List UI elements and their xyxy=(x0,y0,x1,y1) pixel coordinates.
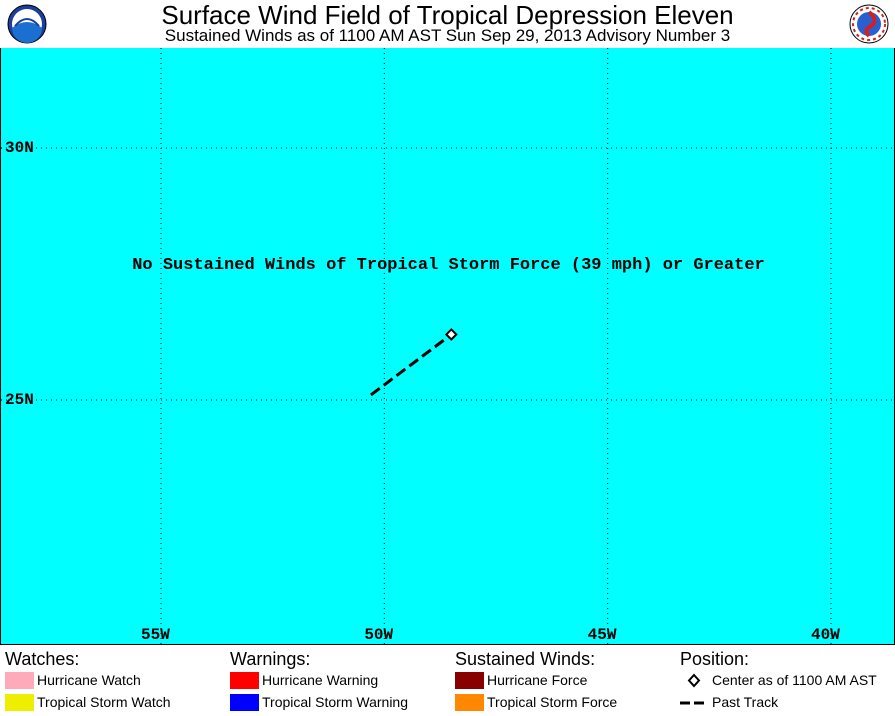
legend-heading-watches: Watches: xyxy=(5,649,80,669)
tropical-storm-watch-swatch xyxy=(5,693,34,711)
latitude-label: 25N xyxy=(5,391,34,409)
nws-logo-icon xyxy=(849,4,889,44)
page-subtitle: Sustained Winds as of 1100 AM AST Sun Se… xyxy=(164,26,731,45)
legend-winds: Sustained Winds: Hurricane Force Tropica… xyxy=(455,649,617,713)
legend: Watches: Hurricane Watch Tropical Storm … xyxy=(0,644,895,716)
storm-center-marker xyxy=(444,328,458,341)
legend-label: Hurricane Watch xyxy=(37,672,141,688)
longitude-label: 55W xyxy=(141,626,170,644)
center-diamond-icon xyxy=(687,673,701,688)
wind-notice: No Sustained Winds of Tropical Storm For… xyxy=(132,256,765,275)
legend-item: Center as of 1100 AM AST xyxy=(680,669,877,691)
legend-warnings: Warnings: Hurricane Warning Tropical Sto… xyxy=(230,649,408,713)
longitude-label: 40W xyxy=(811,626,840,644)
legend-position: Position: Center as of 1100 AM AST Past … xyxy=(680,649,877,713)
legend-label: Past Track xyxy=(712,694,779,710)
legend-item: Hurricane Warning xyxy=(230,669,408,691)
legend-item: Tropical Storm Warning xyxy=(230,691,408,713)
legend-item: Tropical Storm Force xyxy=(455,691,617,713)
legend-label: Tropical Storm Warning xyxy=(262,694,409,710)
noaa-logo-icon xyxy=(7,4,47,44)
legend-item: Hurricane Watch xyxy=(5,669,171,691)
past-track-line xyxy=(370,333,453,397)
hurricane-force-swatch xyxy=(455,671,484,689)
header: Surface Wind Field of Tropical Depressio… xyxy=(0,0,895,48)
latitude-label: 20N xyxy=(5,643,34,644)
legend-label: Center as of 1100 AM AST xyxy=(712,672,877,688)
longitude-label: 50W xyxy=(364,626,394,644)
longitude-label: 45W xyxy=(587,626,617,644)
legend-item: Tropical Storm Watch xyxy=(5,691,171,713)
latitude-label: 30N xyxy=(5,139,34,157)
page-title: Surface Wind Field of Tropical Depressio… xyxy=(161,0,734,30)
past-track-icon xyxy=(680,701,706,705)
tropical-storm-warning-swatch xyxy=(230,693,259,711)
map-panel: No Sustained Winds of Tropical Storm For… xyxy=(0,48,895,644)
legend-heading-winds: Sustained Winds: xyxy=(455,649,596,669)
legend-label: Hurricane Warning xyxy=(262,672,379,688)
hurricane-watch-swatch xyxy=(5,671,34,689)
legend-label: Tropical Storm Watch xyxy=(37,694,171,710)
legend-item: Past Track xyxy=(680,691,877,713)
legend-label: Tropical Storm Force xyxy=(487,694,618,710)
map-canvas xyxy=(1,48,894,644)
legend-watches: Watches: Hurricane Watch Tropical Storm … xyxy=(5,649,171,713)
legend-label: Hurricane Force xyxy=(487,672,588,688)
legend-heading-position: Position: xyxy=(680,649,750,669)
tropical-storm-force-swatch xyxy=(455,693,484,711)
hurricane-warning-swatch xyxy=(230,671,259,689)
legend-item: Hurricane Force xyxy=(455,669,617,691)
legend-heading-warnings: Warnings: xyxy=(230,649,311,669)
